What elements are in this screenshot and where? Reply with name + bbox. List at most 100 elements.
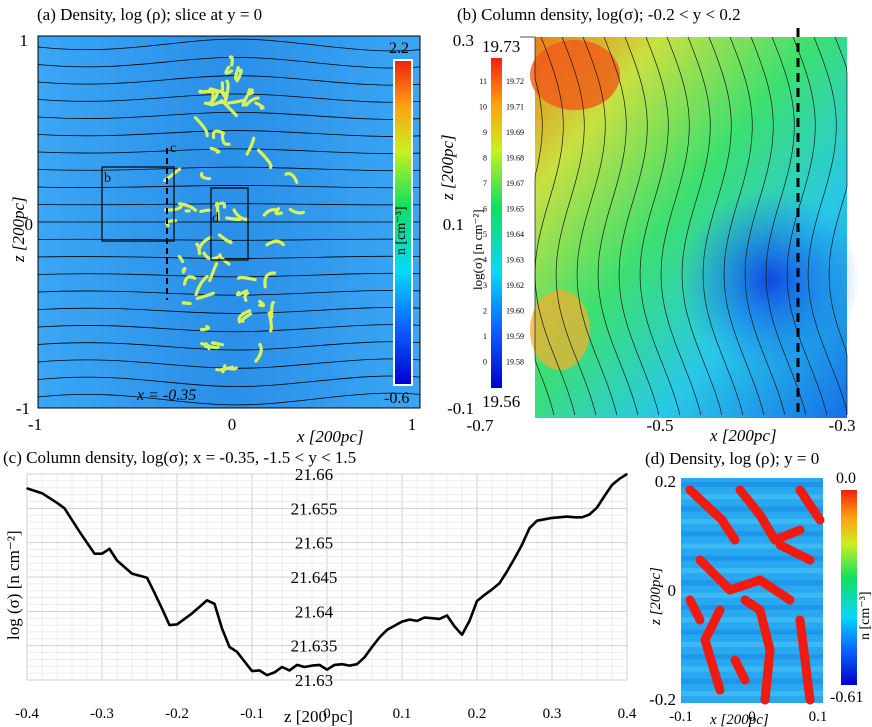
data-point: [626, 473, 628, 475]
field-line: [37, 166, 421, 172]
contour-line: [639, 36, 681, 416]
contour-line: [828, 36, 848, 415]
filament-segment: [227, 98, 246, 105]
data-point: [206, 599, 208, 602]
data-point: [116, 559, 118, 562]
data-point: [596, 506, 598, 509]
field-line: [37, 375, 421, 387]
panel-d-colorbar: [841, 490, 857, 685]
filament-segment: [760, 645, 775, 705]
filament-segment: [209, 146, 221, 154]
colorbar-level-index: 7: [483, 179, 487, 188]
panel-a-colorbar-label: n [cm⁻³]: [394, 206, 409, 255]
filament-segment: [224, 65, 234, 75]
data-point: [491, 588, 493, 591]
filament-segment: [284, 171, 299, 184]
data-point: [273, 671, 276, 674]
panel-b-title: (b) Column density, log(σ); -0.2 < y < 0…: [457, 5, 741, 24]
panel-d: (d) Density, log (ρ); y = 0 0.0 -0.61 n …: [645, 449, 872, 727]
data-point: [588, 513, 591, 516]
panel-d-colorbar-min: -0.61: [830, 689, 863, 706]
density-band: [681, 641, 823, 647]
data-point: [153, 592, 156, 594]
data-point: [536, 519, 538, 522]
data-point: [438, 618, 441, 620]
data-point: [603, 495, 606, 497]
contour-line: [597, 36, 639, 416]
data-point: [416, 620, 418, 622]
filament-segment: [740, 595, 765, 615]
filament-segment: [221, 364, 227, 374]
data-point: [446, 614, 448, 617]
data-point: [363, 656, 366, 659]
colorbar-level-index: 10: [479, 103, 487, 112]
data-point: [243, 660, 246, 663]
data-point: [176, 623, 178, 626]
panel-d-ytick-1: 0: [668, 581, 677, 600]
contour-line: [555, 36, 597, 416]
filament-segment: [217, 233, 233, 245]
density-band: [681, 518, 823, 524]
filament-segment: [685, 595, 705, 625]
colorbar-level-index: 6: [483, 205, 487, 214]
panel-b-ytick-2: -0.1: [447, 399, 474, 418]
filament-segment: [237, 309, 252, 324]
panel-b-xtick-2: -0.3: [829, 416, 856, 435]
panel-b-ytick-1: 0.1: [443, 215, 464, 234]
panel-a-title: (a) Density, log (ρ); slice at y = 0: [37, 5, 262, 24]
data-point: [483, 594, 486, 596]
data-point: [251, 670, 253, 672]
filament-segment: [236, 275, 257, 282]
colorbar-level-index: 2: [483, 307, 487, 316]
contour-line: [681, 36, 723, 416]
field-line: [37, 307, 421, 314]
field-line: [37, 148, 421, 154]
density-band: [681, 543, 823, 549]
field-line: [37, 238, 421, 241]
x-tick-label: 0.2: [468, 706, 487, 722]
panel-a-colorbar-min: -0.6: [384, 390, 409, 407]
data-point: [461, 633, 463, 636]
filament-segment: [194, 275, 209, 297]
colorbar-level-index: 4: [483, 256, 487, 265]
data-point: [521, 543, 523, 546]
filament-segment: [235, 289, 249, 297]
data-point: [63, 507, 66, 510]
panel-b-high-spot: [530, 290, 590, 370]
data-point: [101, 552, 103, 555]
density-band: [681, 482, 823, 487]
density-band: [681, 691, 823, 697]
filament-segment: [217, 253, 231, 266]
filament-segment: [795, 615, 815, 705]
colorbar-level-index: 5: [483, 230, 487, 239]
filament-segment: [755, 575, 795, 605]
colorbar-level-value: 19.58: [506, 358, 524, 367]
filament-segment: [755, 510, 780, 545]
field-line: [37, 272, 421, 278]
x-tick-label: -0.4: [15, 706, 39, 722]
data-point: [303, 666, 306, 668]
panel-a-colorbar-max: 2.2: [389, 40, 409, 57]
colorbar-level-index: 8: [483, 154, 487, 163]
data-point: [326, 668, 328, 671]
colorbar-level-value: 19.68: [506, 154, 524, 163]
data-point: [528, 527, 531, 529]
field-line: [37, 255, 421, 259]
chart-x-ticks: -0.4 -0.3 -0.2 -0.1 0 0.1 0.2 0.3 0.4: [15, 706, 637, 722]
panel-a-xtick-1: 0: [228, 415, 237, 434]
data-point: [131, 572, 133, 575]
panel-b-colorbar: [491, 58, 502, 388]
filament-segment: [181, 266, 187, 274]
data-point: [408, 618, 411, 621]
contour-line: [618, 36, 660, 416]
filament-segment: [232, 208, 249, 222]
panel-d-filaments: [685, 485, 825, 705]
panel-a-box-label-b: b: [104, 171, 111, 186]
colorbar-level-index: 0: [483, 358, 487, 367]
data-point: [498, 582, 501, 584]
panel-d-title: (d) Density, log (ρ); y = 0: [645, 449, 819, 468]
filament-segment: [228, 55, 234, 67]
data-point: [266, 674, 268, 676]
colorbar-level-value: 19.69: [506, 128, 524, 137]
